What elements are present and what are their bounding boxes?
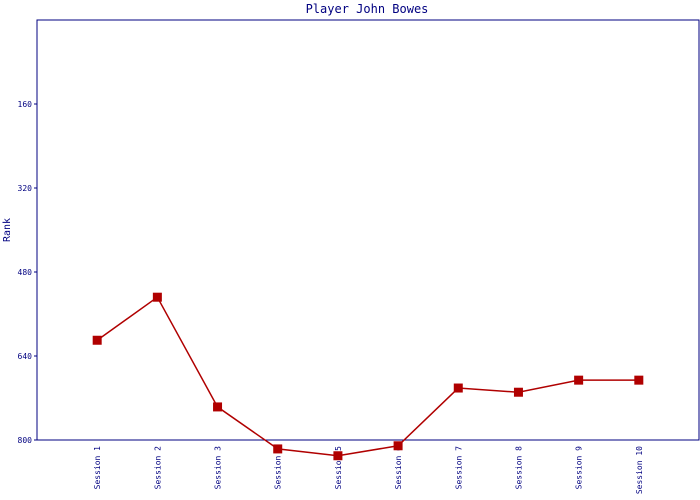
data-point xyxy=(574,375,584,385)
x-tick-label: Session 4 xyxy=(274,446,283,490)
x-tick-label: Session 8 xyxy=(514,446,523,490)
x-tick-label: Session 3 xyxy=(214,446,223,490)
y-tick-label: 800 xyxy=(18,436,33,445)
x-tick-label: Session 5 xyxy=(334,446,343,490)
data-point xyxy=(273,444,283,454)
data-point xyxy=(333,451,343,461)
x-tick-label: Session 2 xyxy=(153,446,162,490)
data-point xyxy=(393,441,403,451)
data-point xyxy=(634,375,644,385)
y-axis-label: Rank xyxy=(2,218,13,242)
y-tick-label: 480 xyxy=(18,268,33,277)
x-tick-label: Session 9 xyxy=(575,446,584,490)
data-point xyxy=(92,335,102,345)
x-tick-label: Session 6 xyxy=(394,446,403,490)
data-point xyxy=(152,292,162,302)
y-tick-label: 160 xyxy=(18,100,33,109)
x-tick-label: Session 1 xyxy=(93,446,102,490)
x-tick-label: Session 7 xyxy=(454,446,463,490)
plot-frame xyxy=(36,19,700,441)
x-tick-label: Session 10 xyxy=(635,446,644,494)
data-point xyxy=(453,383,463,393)
data-line xyxy=(96,296,639,457)
y-tick-label: 640 xyxy=(18,352,33,361)
y-tick-label: 320 xyxy=(18,184,33,193)
data-point xyxy=(513,387,523,397)
data-point xyxy=(213,402,223,412)
chart-title: Player John Bowes xyxy=(306,2,429,16)
